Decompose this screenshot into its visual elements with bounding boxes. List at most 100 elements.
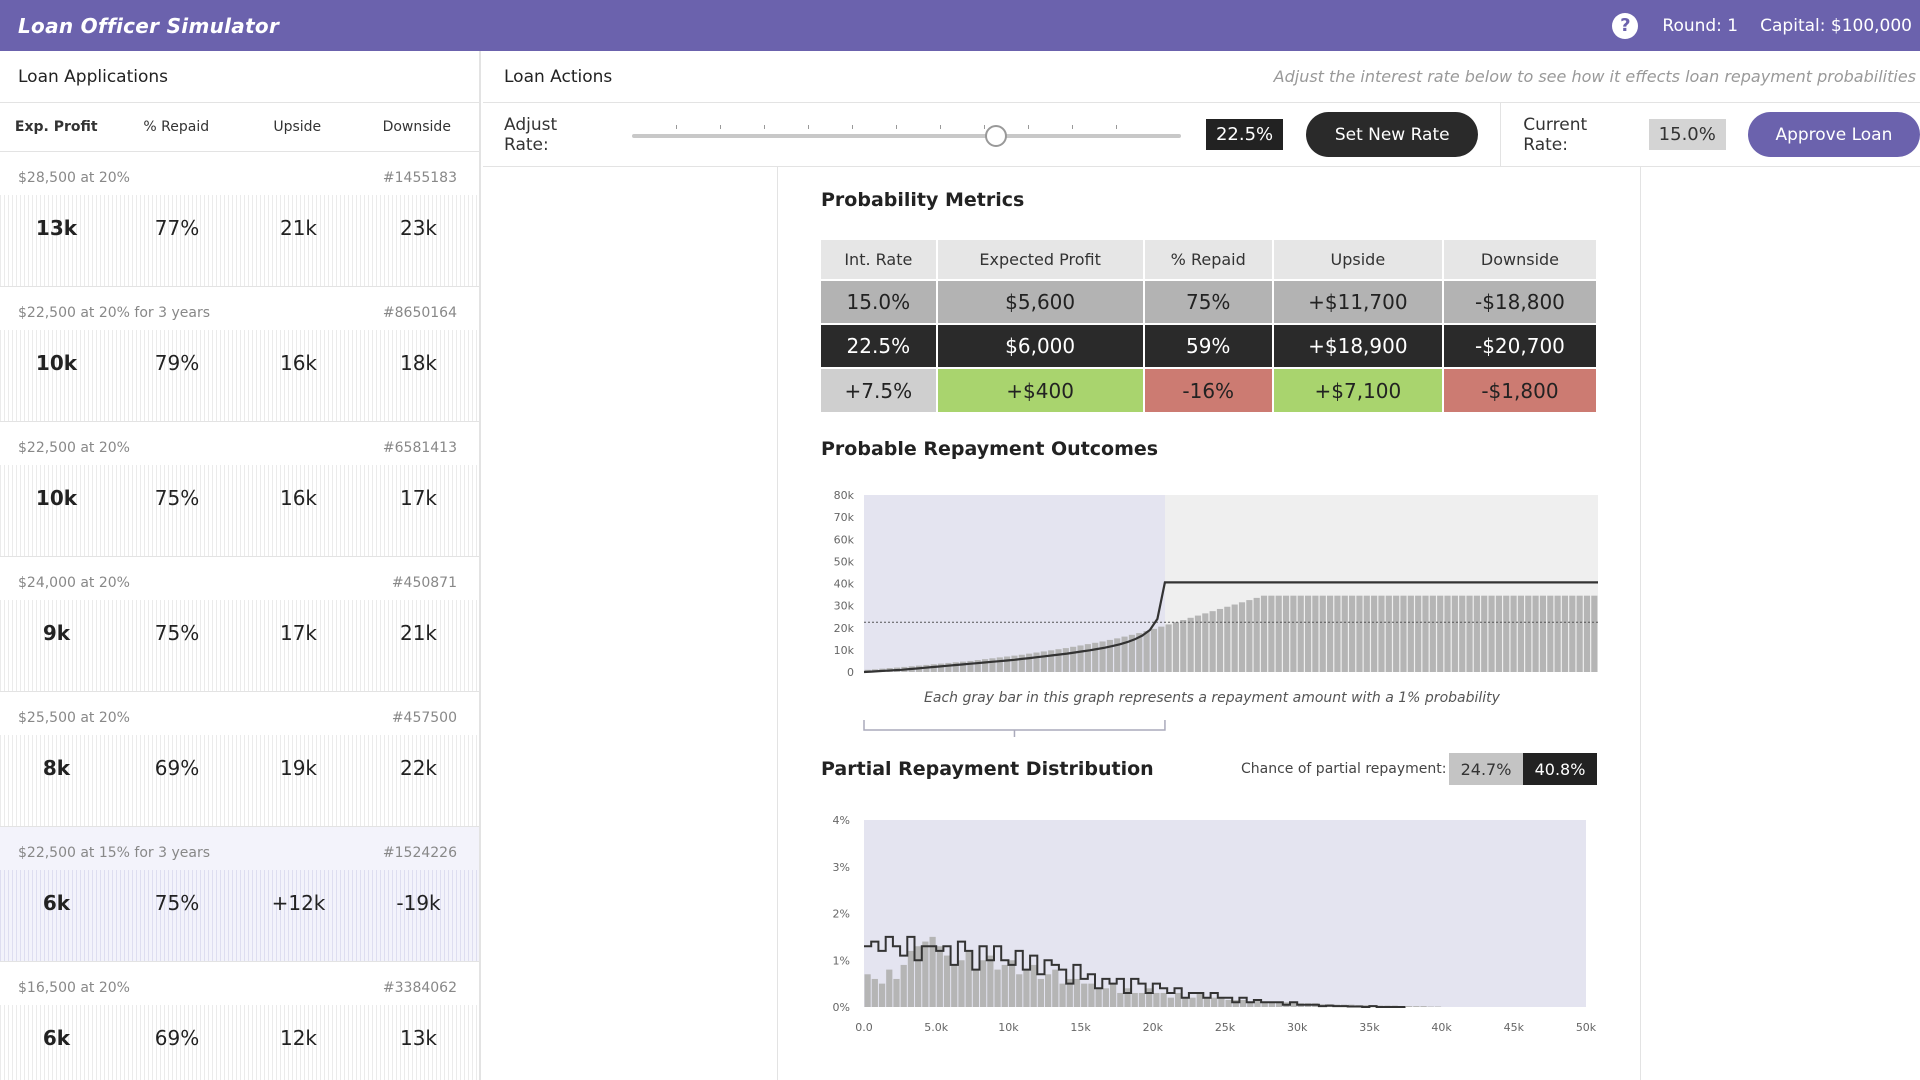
metrics-header-row: Int. Rate Expected Profit% Repaid Upside Do… [821, 240, 1599, 280]
application-values: 10k 75% 16k 17k [0, 486, 479, 510]
application-item[interactable]: $16,500 at 20% #3384062 6k 69% 12k 13k [0, 962, 479, 1080]
partial-bar [936, 946, 943, 1007]
outcomes-bar [1415, 595, 1422, 672]
outcomes-y-tick: 10k [834, 644, 855, 657]
application-upside: 19k [279, 756, 318, 780]
column-downside[interactable]: Downside [382, 119, 451, 135]
outcomes-bar [967, 660, 974, 672]
partial-bar [1406, 1006, 1413, 1007]
partial-bar [1276, 1002, 1283, 1007]
partial-bar [886, 969, 893, 1007]
partial-chance-new: 40.8% [1523, 753, 1597, 785]
partial-bar [1131, 992, 1138, 1007]
partial-x-tick: 5.0k [924, 1021, 948, 1034]
column-percent-repaid[interactable]: % Repaid [143, 119, 210, 135]
outcomes-y-tick: 80k [834, 489, 855, 502]
partial-bar [1189, 997, 1196, 1007]
column-exp-profit[interactable]: Exp. Profit [14, 119, 98, 135]
slider-tick [1071, 124, 1073, 129]
column-upside[interactable]: Upside [273, 119, 322, 135]
outcomes-y-tick: 30k [834, 600, 855, 613]
loan-detail-panel: Probability Metrics Int. Rate Expected Pr… [777, 167, 1641, 1080]
controls-divider [1500, 102, 1502, 167]
outcomes-bar [1341, 595, 1348, 672]
metrics-diff-cell: +$7,100 [1272, 367, 1444, 412]
outcomes-bar [1539, 595, 1547, 672]
application-profit: 6k [42, 891, 71, 915]
outcomes-bar [1077, 645, 1084, 672]
application-item[interactable]: $25,500 at 20% #457500 8k 69% 19k 22k [0, 692, 479, 827]
partial-bar [1225, 999, 1232, 1007]
application-description: $22,500 at 20% for 3 years [18, 305, 211, 321]
outcomes-bar [945, 662, 952, 672]
application-item[interactable]: $22,500 at 15% for 3 years #1524226 6k 75% +… [0, 827, 479, 962]
outcomes-bar [1349, 595, 1356, 672]
partial-y-tick: 0% [833, 1001, 850, 1014]
partial-x-tick: 30k [1287, 1021, 1308, 1034]
application-description: $16,500 at 20% [18, 980, 130, 996]
application-repaid: 69% [154, 1026, 200, 1050]
metrics-current-row: 15.0% $5,600 75% +$11,700 -$18,800 [821, 279, 1599, 324]
metrics-header-cell: % Repaid [1143, 240, 1274, 280]
application-description: $28,500 at 20% [18, 170, 130, 186]
application-header: $25,500 at 20% #457500 [18, 710, 457, 726]
application-item[interactable]: $22,500 at 20% #6581413 10k 75% 16k 17k [0, 422, 479, 557]
metrics-diff-cell: +7.5% [821, 367, 938, 412]
loan-actions-title: Loan Actions [504, 66, 613, 87]
application-header: $24,000 at 20% #450871 [18, 575, 457, 591]
outcomes-bar [1275, 595, 1282, 672]
application-downside: 18k [399, 351, 438, 375]
question-circle-icon[interactable]: ? [1612, 12, 1639, 39]
application-id: #1455183 [382, 170, 457, 186]
application-sparkline [0, 330, 479, 421]
outcomes-bar [1444, 595, 1451, 672]
partial-bar [1081, 983, 1088, 1007]
partial-y-tick: 1% [833, 954, 850, 967]
partial-bar [871, 978, 878, 1007]
application-repaid: 75% [154, 486, 200, 510]
application-values: 6k 69% 12k 13k [0, 1026, 479, 1050]
application-item[interactable]: $22,500 at 20% for 3 years #8650164 10k 79%… [0, 287, 479, 422]
application-repaid: 69% [154, 756, 200, 780]
partial-bar [1247, 1002, 1254, 1007]
outcomes-bar [1517, 595, 1524, 672]
application-description: $24,000 at 20% [18, 575, 130, 591]
outcomes-bar [1011, 655, 1018, 672]
rate-slider-track[interactable] [631, 133, 1181, 138]
partial-y-tick: 3% [833, 861, 850, 874]
outcomes-bar [1429, 595, 1436, 672]
partial-x-tick: 10k [998, 1021, 1019, 1034]
outcomes-bar [1018, 654, 1025, 672]
application-header: $22,500 at 15% for 3 years #1524226 [18, 845, 457, 861]
partial-bar [1218, 997, 1225, 1007]
application-upside: +12k [271, 891, 326, 915]
partial-bar [1023, 969, 1030, 1007]
outcomes-bar [1231, 604, 1238, 672]
set-new-rate-button[interactable]: Set New Rate [1306, 112, 1479, 157]
partial-bar [1196, 992, 1203, 1007]
metrics-new-cell: 59% [1143, 323, 1274, 368]
partial-bar [1420, 1006, 1427, 1007]
outcomes-bar [1216, 608, 1224, 672]
application-item[interactable]: $28,500 at 20% #1455183 13k 77% 21k 23k [0, 152, 479, 287]
metrics-header-cell: Downside [1442, 240, 1599, 280]
slider-tick [763, 124, 765, 129]
outcomes-bar [1106, 639, 1113, 672]
outcomes-bar [1040, 651, 1047, 672]
approve-loan-button[interactable]: Approve Loan [1747, 112, 1920, 157]
partial-bar [878, 983, 886, 1007]
outcomes-bar [1260, 595, 1268, 672]
rate-slider[interactable] [631, 124, 1181, 147]
outcomes-bar [1282, 595, 1290, 672]
slider-tick [983, 124, 985, 129]
rate-slider-thumb[interactable] [985, 124, 1008, 147]
metrics-current-cell: 15.0% [821, 279, 938, 324]
application-sparkline [0, 465, 479, 556]
partial-bar [1102, 988, 1109, 1007]
slider-tick [895, 124, 897, 129]
metrics-header-cell: Int. Rate [821, 240, 938, 280]
outcomes-bar [1224, 606, 1231, 672]
application-item[interactable]: $24,000 at 20% #450871 9k 75% 17k 21k [0, 557, 479, 692]
application-upside: 16k [279, 486, 318, 510]
loan-applications-title: Loan Applications [0, 51, 479, 103]
